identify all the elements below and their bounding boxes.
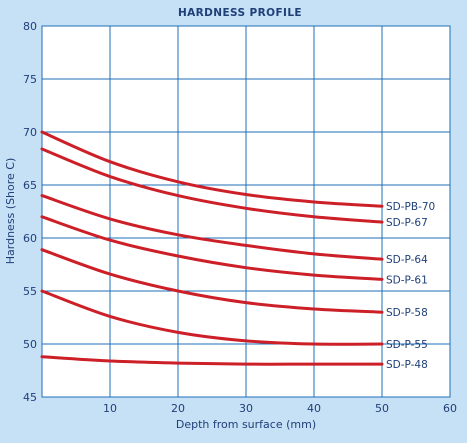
series-line-sd-p-48 xyxy=(40,355,384,366)
x-axis-label: Depth from surface (mm) xyxy=(176,418,316,431)
x-tick-label: 20 xyxy=(171,402,185,415)
y-tick-labels: 45 50 55 60 65 70 75 80 xyxy=(23,20,37,404)
series-label-sd-p-64: SD-P-64 xyxy=(386,254,428,266)
series-line-sd-pb-70 xyxy=(40,130,384,208)
chart-title: HARDNESS PROFILE xyxy=(178,7,302,19)
series-label-sd-p-55: SD-P-55 xyxy=(386,339,428,351)
series-line-sd-p-55 xyxy=(40,289,384,346)
x-tick-label: 40 xyxy=(307,402,321,415)
y-tick-label: 75 xyxy=(23,73,37,86)
x-tick-labels: 10 20 30 40 50 60 xyxy=(103,402,457,415)
series-label-sd-p-61: SD-P-61 xyxy=(386,274,428,286)
y-tick-label: 65 xyxy=(23,179,37,192)
x-tick-label: 60 xyxy=(443,402,457,415)
series-line-sd-p-61 xyxy=(40,215,384,281)
series-line-sd-p-64 xyxy=(40,194,384,261)
series-label-sd-p-48: SD-P-48 xyxy=(386,359,428,371)
x-tick-label: 10 xyxy=(103,402,117,415)
y-tick-label: 80 xyxy=(23,20,37,33)
y-tick-label: 55 xyxy=(23,285,37,298)
x-tick-label: 50 xyxy=(375,402,389,415)
y-tick-label: 60 xyxy=(23,232,37,245)
series-line-sd-p-67 xyxy=(40,147,384,224)
series-label-sd-p-58: SD-P-58 xyxy=(386,307,428,319)
y-tick-label: 45 xyxy=(23,391,37,404)
x-tick-label: 30 xyxy=(239,402,253,415)
series-label-sd-p-67: SD-P-67 xyxy=(386,217,428,229)
series-line-sd-p-58 xyxy=(40,248,384,314)
series-label-sd-pb-70: SD-PB-70 xyxy=(386,201,435,213)
y-tick-label: 70 xyxy=(23,126,37,139)
series-labels: SD-PB-70 SD-P-67 SD-P-64 SD-P-61 SD-P-58 SD-P… xyxy=(386,201,435,371)
series-lines xyxy=(40,130,384,366)
y-tick-label: 50 xyxy=(23,338,37,351)
y-axis-label: Hardness (Shore C) xyxy=(4,158,17,265)
